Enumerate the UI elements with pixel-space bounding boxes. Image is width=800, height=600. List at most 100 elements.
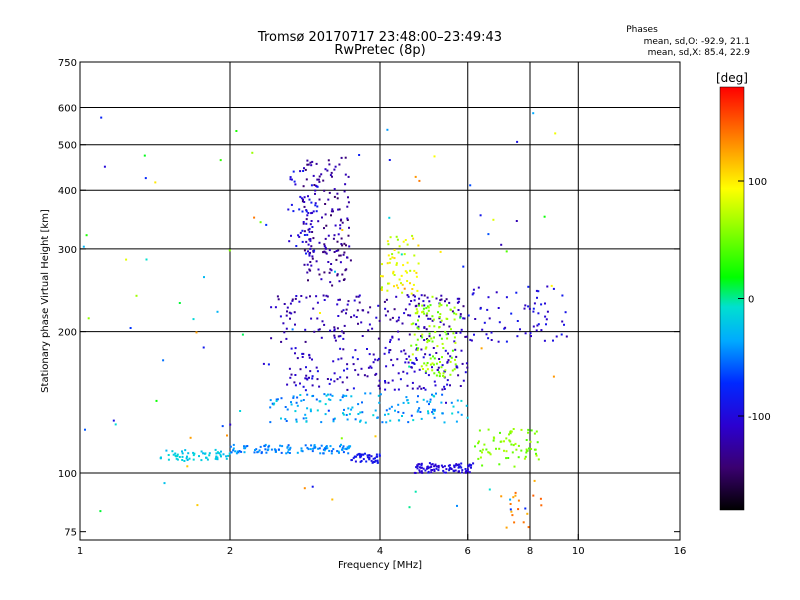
data-point: [331, 394, 334, 397]
data-point: [528, 447, 530, 450]
data-point: [457, 309, 460, 311]
data-point: [305, 417, 308, 420]
data-point: [327, 234, 330, 237]
data-point: [388, 261, 391, 264]
data-point: [355, 295, 358, 298]
y-tick-label: 100: [58, 469, 77, 480]
data-point: [395, 320, 398, 323]
data-point: [188, 457, 191, 460]
data-point: [431, 469, 433, 471]
data-point: [353, 299, 356, 302]
data-point: [414, 312, 417, 315]
data-point: [508, 433, 510, 436]
data-point: [351, 406, 354, 409]
data-point: [406, 243, 409, 246]
data-point: [437, 469, 440, 472]
data-point: [378, 387, 381, 390]
data-point: [383, 352, 386, 355]
data-point: [329, 445, 332, 448]
data-point: [277, 298, 280, 301]
data-point: [336, 378, 339, 381]
data-point: [420, 464, 423, 467]
data-point: [125, 258, 128, 261]
data-point: [375, 455, 378, 458]
data-point: [406, 294, 409, 297]
data-point: [532, 307, 535, 310]
data-point: [431, 369, 434, 372]
data-point: [303, 196, 306, 199]
data-point: [397, 388, 400, 391]
data-point: [411, 387, 414, 390]
data-point: [342, 348, 345, 351]
data-point: [378, 453, 381, 456]
data-point: [434, 464, 437, 467]
data-point: [421, 304, 424, 307]
data-point: [457, 466, 460, 469]
data-point: [359, 419, 362, 422]
data-point: [346, 217, 349, 220]
x-axis-label: Frequency [MHz]: [338, 560, 422, 571]
data-point: [336, 197, 339, 200]
data-point: [176, 453, 179, 456]
data-point: [200, 459, 203, 462]
data-point: [275, 398, 278, 401]
data-point: [333, 329, 336, 332]
data-point: [418, 297, 421, 300]
data-point: [342, 413, 345, 416]
data-point: [379, 393, 382, 396]
data-point: [386, 289, 389, 292]
data-point: [354, 460, 357, 463]
data-point: [159, 457, 162, 460]
data-point: [415, 308, 418, 311]
data-point: [525, 448, 528, 451]
data-point: [374, 457, 376, 460]
data-point: [310, 444, 313, 447]
data-point: [398, 245, 401, 248]
data-point: [443, 471, 446, 474]
data-point: [302, 417, 305, 420]
data-point: [432, 408, 434, 411]
data-point: [346, 219, 349, 221]
data-point: [309, 410, 312, 413]
data-point: [423, 326, 426, 329]
data-point: [404, 308, 407, 311]
data-point: [432, 394, 435, 397]
data-point: [401, 283, 404, 286]
data-point: [267, 448, 270, 451]
data-point: [397, 286, 400, 289]
data-point: [219, 159, 222, 162]
data-point: [358, 452, 361, 455]
data-point: [220, 455, 222, 458]
data-point: [433, 357, 436, 360]
data-point: [374, 435, 377, 438]
data-point: [328, 271, 331, 274]
data-point: [505, 437, 508, 440]
data-point: [408, 355, 411, 358]
data-point: [306, 378, 309, 381]
data-point: [254, 449, 256, 451]
data-point: [318, 385, 321, 388]
data-point: [426, 400, 429, 403]
data-point: [453, 464, 456, 467]
x-tick-label: 4: [377, 546, 383, 557]
data-point: [462, 317, 465, 320]
data-point: [300, 449, 303, 452]
data-point: [352, 457, 355, 460]
data-point: [225, 457, 228, 460]
data-point: [389, 257, 392, 260]
data-point: [348, 226, 350, 229]
data-point: [292, 170, 295, 173]
data-point: [456, 464, 459, 467]
data-point: [294, 347, 297, 350]
data-point: [447, 359, 450, 362]
data-point: [487, 296, 490, 299]
data-point: [384, 380, 386, 382]
data-point: [461, 469, 464, 472]
data-point: [550, 284, 553, 287]
data-point: [305, 210, 308, 213]
data-point: [412, 237, 415, 240]
data-point: [378, 401, 381, 404]
data-point: [311, 231, 314, 233]
data-point: [434, 331, 437, 333]
data-point: [445, 471, 447, 474]
